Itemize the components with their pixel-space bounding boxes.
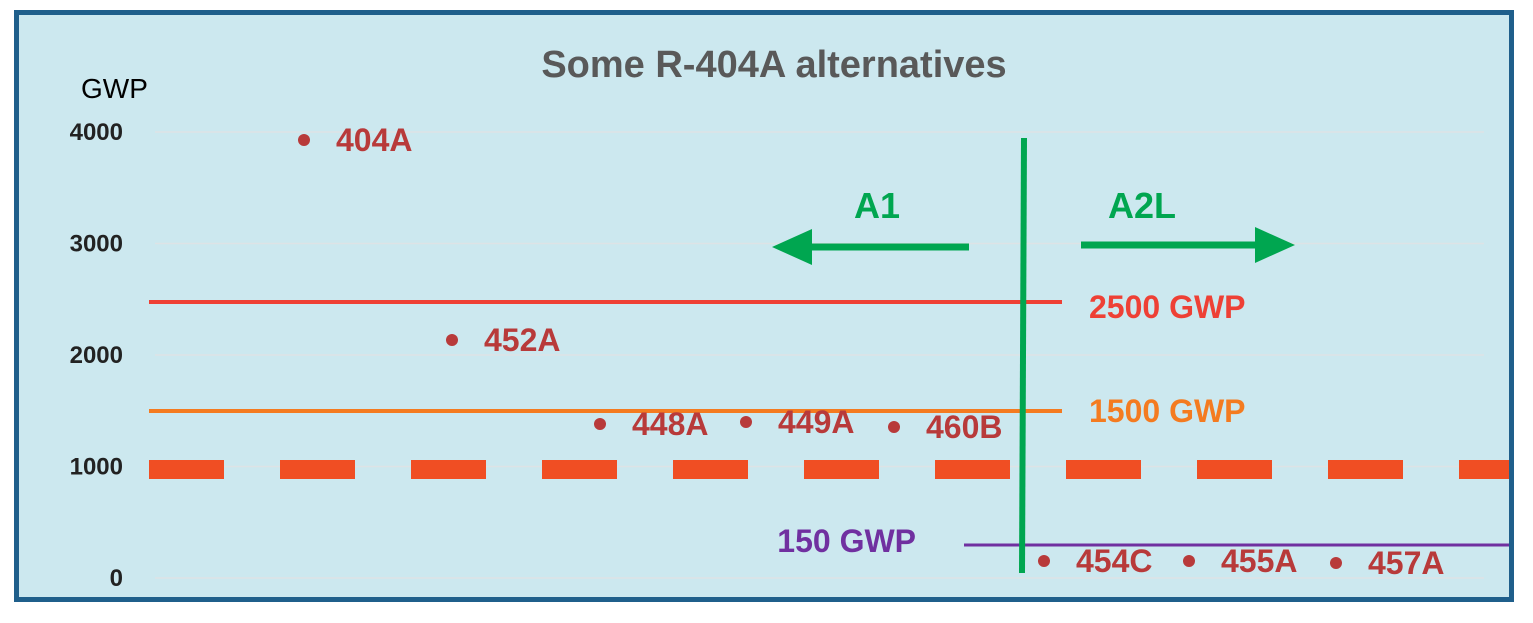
chart-svg: 0 1000 2000 3000 4000 2500 GWP 1500 GWP 150 GW… [70, 44, 1509, 592]
points-layer: 404A 452A 448A 449A 460B 454C 455A 457A [298, 122, 1445, 581]
y-tick-label: 0 [110, 565, 123, 592]
region-label-a1: A1 [854, 185, 900, 226]
data-point-label: 454C [1076, 543, 1153, 579]
data-point [446, 334, 458, 346]
data-point-label: 460B [926, 409, 1003, 445]
y-axis-label: GWP [81, 73, 148, 104]
a1-arrow-head [772, 229, 812, 265]
data-point [298, 134, 310, 146]
data-point-label: 452A [484, 322, 561, 358]
data-point-label: 448A [632, 406, 709, 442]
threshold-label: 1500 GWP [1089, 393, 1246, 429]
data-point [888, 421, 900, 433]
y-tick-label: 3000 [70, 231, 123, 258]
chart-frame: 0 1000 2000 3000 4000 2500 GWP 1500 GWP 150 GW… [14, 10, 1514, 602]
data-point-label: 455A [1221, 543, 1298, 579]
reference-lines-layer: 2500 GWP 1500 GWP 150 GWP [149, 289, 1509, 559]
data-point [1330, 557, 1342, 569]
y-tick-label: 1000 [70, 454, 123, 481]
data-point [1038, 555, 1050, 567]
grid-layer: 0 1000 2000 3000 4000 [70, 119, 1484, 592]
region-label-a2l: A2L [1108, 185, 1176, 226]
a2l-arrow-head [1255, 227, 1295, 263]
data-point [1183, 555, 1195, 567]
annotations-layer: A1 A2L [772, 137, 1295, 574]
threshold-label: 2500 GWP [1089, 289, 1246, 325]
region-divider [1019, 137, 1027, 574]
data-point [740, 416, 752, 428]
threshold-label: 150 GWP [777, 523, 916, 559]
data-point-label: 449A [778, 404, 855, 440]
chart-title: Some R-404A alternatives [541, 44, 1006, 86]
data-point [594, 418, 606, 430]
y-tick-label: 2000 [70, 342, 123, 369]
data-point-label: 404A [336, 122, 413, 158]
y-tick-label: 4000 [70, 119, 123, 146]
data-point-label: 457A [1368, 545, 1445, 581]
